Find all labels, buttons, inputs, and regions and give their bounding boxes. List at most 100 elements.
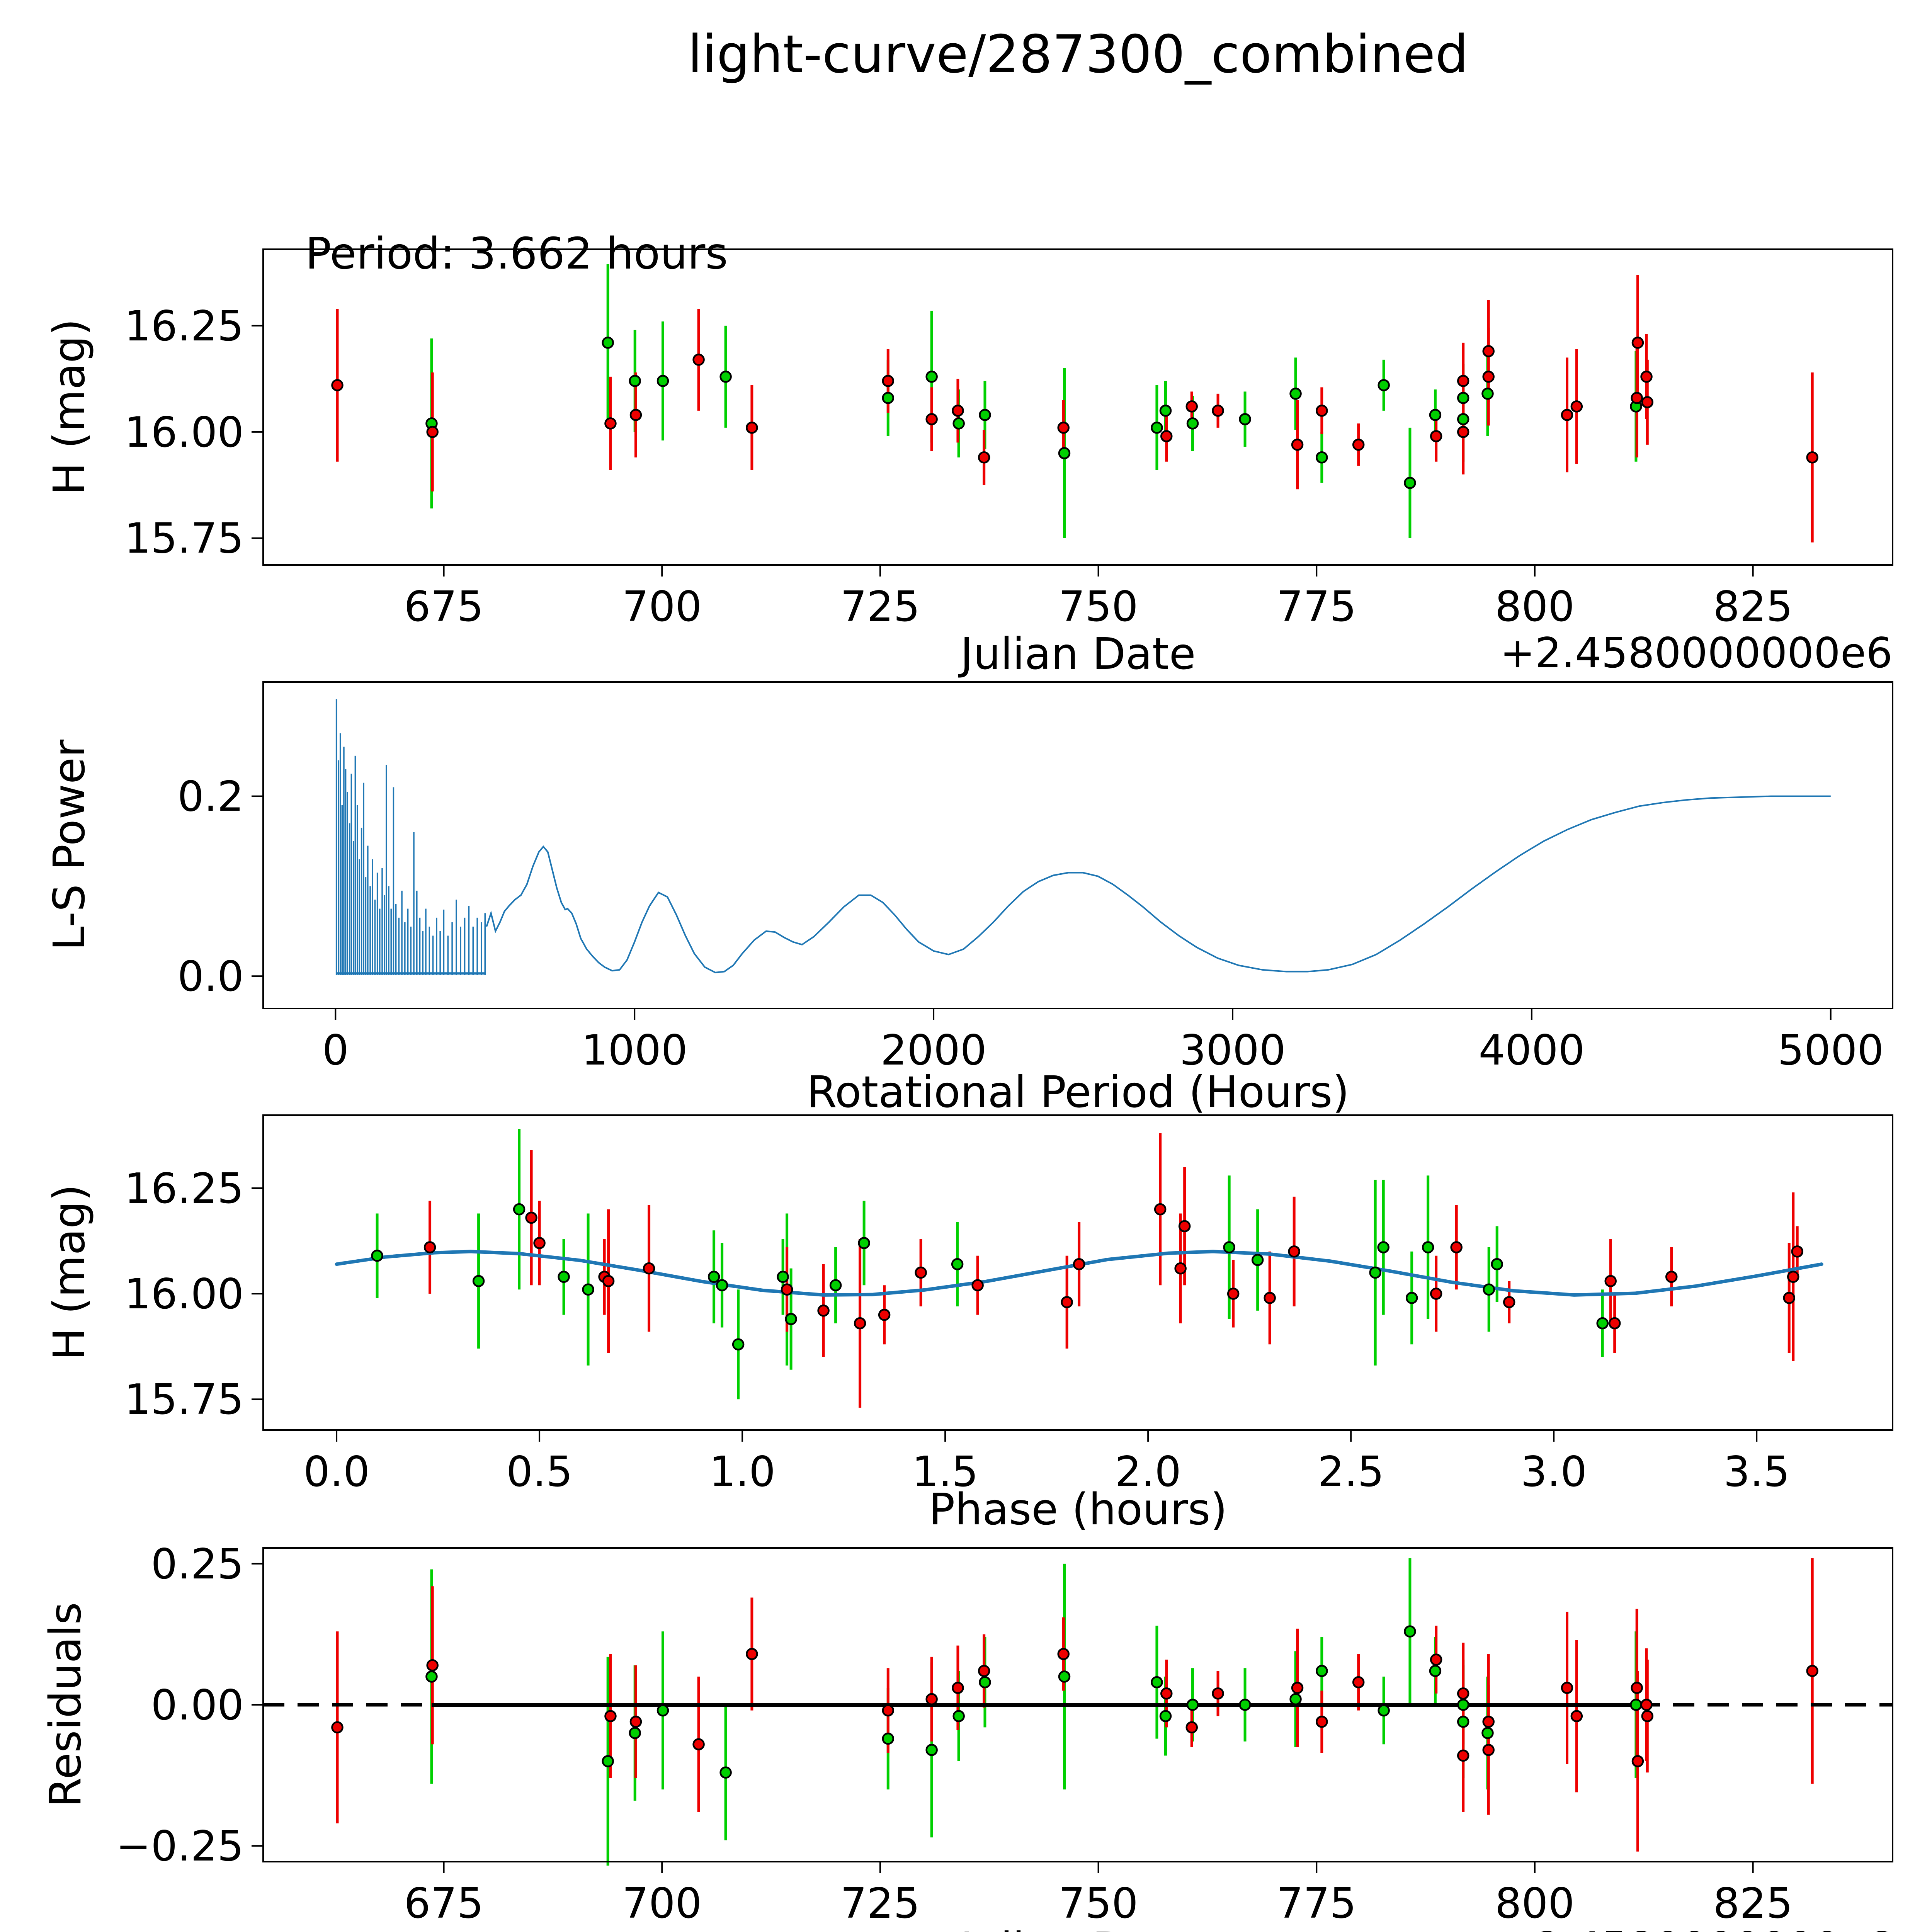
panel2-axes-frame: [262, 681, 1893, 1009]
panel4-marker-green: [425, 1670, 438, 1683]
panel3-marker-green: [707, 1270, 720, 1283]
panel4-marker-red: [331, 1721, 344, 1734]
panel1-marker-red: [1212, 405, 1224, 417]
panel4-y-tick-label: 0.25: [151, 1540, 244, 1588]
panel3-marker-green: [1422, 1241, 1434, 1253]
panel4-marker-red: [1160, 1687, 1173, 1700]
panel1-marker-red: [1570, 400, 1583, 413]
panel3-marker-green: [1251, 1253, 1264, 1266]
panel3-marker-red: [602, 1275, 615, 1287]
panel1-marker-red: [1352, 439, 1365, 451]
panel3-marker-red: [1288, 1245, 1300, 1258]
panel1-marker-green: [882, 392, 894, 404]
panel1-marker-red: [426, 426, 439, 438]
panel3-marker-red: [1227, 1287, 1240, 1300]
panel4-x-tick-label: 825: [1713, 1879, 1793, 1928]
panel4-marker-red: [1291, 1682, 1304, 1694]
panel4-marker-green: [1159, 1710, 1172, 1722]
panel3-marker-red: [1791, 1245, 1803, 1258]
panel1-marker-red: [1291, 439, 1304, 451]
panel4-marker-green: [1151, 1676, 1163, 1689]
panel4-x-tick-label: 700: [622, 1879, 702, 1928]
panel3-y-tick-label: 15.75: [124, 1376, 244, 1424]
panel3-marker-red: [533, 1237, 546, 1249]
panel1-x-tick-label: 700: [622, 583, 702, 631]
panel3-x-tick-label: 2.5: [1318, 1448, 1384, 1496]
panel1-marker-red: [1561, 409, 1573, 421]
panel4-marker-green: [1481, 1727, 1494, 1739]
panel2-x-tick-label: 4000: [1478, 1026, 1585, 1075]
panel3-marker-red: [1608, 1317, 1621, 1330]
panel4-marker-green: [1429, 1665, 1442, 1677]
panel3-marker-red: [1604, 1275, 1617, 1287]
panel1-x-tick-label: 825: [1713, 583, 1793, 631]
panel1-marker-red: [1640, 371, 1653, 383]
panel1-axes-frame: [262, 248, 1893, 566]
panel1-marker-red: [1457, 426, 1469, 438]
panel2-x-tick-label: 0: [322, 1026, 349, 1075]
panel1-x-tick-label: 775: [1277, 583, 1356, 631]
panel1-x-tick-label: 675: [404, 583, 483, 631]
panel3-marker-green: [1377, 1241, 1389, 1253]
panel3-marker-green: [716, 1279, 728, 1292]
panel3-x-tick-label: 2.0: [1115, 1448, 1181, 1496]
panel1-x-tick-label: 800: [1495, 583, 1575, 631]
panel1-marker-red: [1316, 405, 1328, 417]
panel4-marker-red: [1806, 1665, 1818, 1677]
panel4-x-tick-label: 750: [1059, 1879, 1138, 1928]
panel4-ylabel: Residuals: [41, 1602, 91, 1808]
panel4-y-tick-label: −0.25: [116, 1822, 244, 1871]
panel2-xlabel: Rotational Period (Hours): [806, 1067, 1350, 1117]
panel4-marker-red: [1482, 1744, 1495, 1756]
panel3-marker-green: [513, 1203, 526, 1216]
panel3-marker-green: [829, 1279, 842, 1292]
panel1-marker-green: [719, 371, 732, 383]
panel4-x-tick-label: 800: [1495, 1879, 1575, 1928]
panel3-axes-frame: [262, 1114, 1893, 1431]
panel1-marker-green: [1058, 447, 1071, 459]
panel1-y-tick-label: 16.25: [124, 302, 244, 350]
panel1-marker-red: [692, 354, 705, 366]
panel4-marker-green: [1378, 1704, 1390, 1717]
panel3-marker-green: [1405, 1292, 1418, 1304]
panel3-marker-green: [777, 1270, 789, 1283]
panel3-marker-green: [582, 1283, 594, 1296]
panel4-marker-red: [1631, 1755, 1644, 1767]
panel4-marker-green: [1058, 1670, 1071, 1683]
panel3-y-tick-label: 16.25: [124, 1165, 244, 1213]
panel4-marker-red: [1212, 1687, 1224, 1700]
panel4-marker-red: [1057, 1648, 1070, 1660]
panel4-marker-green: [1239, 1699, 1251, 1711]
panel1-marker-red: [1430, 430, 1442, 442]
panel1-marker-red: [952, 405, 964, 417]
panel1-marker-green: [1429, 409, 1442, 421]
panel4-marker-red: [426, 1659, 439, 1672]
panel3-marker-red: [423, 1241, 436, 1253]
figure-title: light-curve/287300_combined: [687, 24, 1469, 85]
panel1-marker-red: [1806, 451, 1818, 464]
panel3-marker-red: [915, 1266, 927, 1279]
panel3-fit-curve: [335, 1250, 1823, 1297]
panel1-marker-red: [1160, 430, 1173, 442]
panel3-marker-red: [817, 1304, 830, 1317]
panel4-marker-red: [1352, 1676, 1365, 1689]
panel3-x-tick-label: 1.5: [912, 1448, 978, 1496]
panel2-y-tick-label: 0.0: [177, 952, 244, 1001]
panel1-marker-green: [1151, 422, 1163, 434]
panel2-periodogram-curve: [486, 795, 1831, 973]
panel4-marker-red: [1185, 1721, 1198, 1734]
panel4-marker-red: [1482, 1716, 1495, 1728]
panel4-marker-red: [1457, 1687, 1469, 1700]
panel1-marker-green: [602, 337, 614, 349]
panel3-marker-green: [1223, 1241, 1235, 1253]
panel4-x-tick-label: 725: [840, 1879, 920, 1928]
panel3-marker-red: [1154, 1203, 1167, 1216]
panel1-marker-green: [1457, 392, 1469, 404]
panel4-marker-green: [979, 1676, 991, 1689]
panel4-marker-green: [1630, 1699, 1642, 1711]
panel3-marker-green: [951, 1258, 964, 1270]
panel1-marker-red: [1631, 337, 1644, 349]
panel3-marker-red: [1178, 1220, 1191, 1233]
panel4-marker-red: [952, 1682, 964, 1694]
panel1-marker-green: [1404, 477, 1416, 489]
